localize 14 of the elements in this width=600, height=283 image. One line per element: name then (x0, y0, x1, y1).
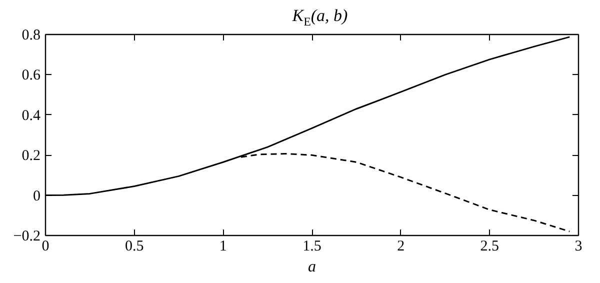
x-tick-label: 1 (219, 238, 227, 254)
y-tick-label: 0 (33, 188, 40, 204)
y-tick-label: 0.6 (22, 68, 41, 84)
x-tick-label: 2 (397, 238, 405, 254)
y-tick-label: 0.4 (22, 108, 41, 124)
chart-title: K$_{E}$(a, b) (292, 6, 348, 28)
y-tick-label: 0.2 (22, 148, 40, 164)
x-tick-label: 0.5 (124, 238, 144, 254)
x-tick-label: 1.5 (302, 238, 322, 254)
x-tick-label: 2.5 (480, 238, 500, 254)
x-tick-label: 3 (574, 238, 582, 254)
x-axis-title: a (308, 258, 316, 276)
y-tick-label: −0.2 (13, 228, 41, 244)
y-tick-label: 0.8 (22, 28, 40, 44)
